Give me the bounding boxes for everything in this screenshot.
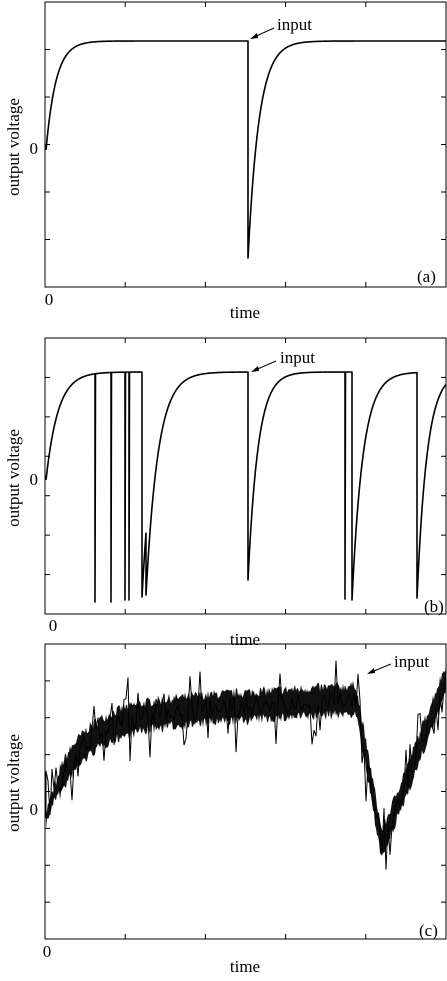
panel-label: (a) xyxy=(417,267,436,286)
y-tick-label: 0 xyxy=(30,139,39,158)
series-line xyxy=(45,660,447,870)
x-axis-label: time xyxy=(230,630,260,649)
series-line xyxy=(45,40,446,259)
x-tick-label: 0 xyxy=(43,942,52,961)
annotation-text: input xyxy=(394,652,429,671)
y-axis-label: output voltage xyxy=(4,429,23,527)
tick-marks xyxy=(45,2,446,287)
input-annotation: input xyxy=(250,15,312,39)
panel-c: 0 0 time output voltage input (c) xyxy=(4,643,447,976)
y-tick-label: 0 xyxy=(30,800,39,819)
annotation-arrowhead xyxy=(250,33,258,39)
x-tick-label: 0 xyxy=(49,616,58,635)
plot-frame xyxy=(44,337,447,615)
y-axis-label: output voltage xyxy=(4,98,23,196)
annotation-arrowhead xyxy=(251,366,259,372)
plot-frame xyxy=(44,1,447,288)
annotation-text: input xyxy=(277,15,312,34)
series-noise-band xyxy=(46,663,446,856)
x-axis-label: time xyxy=(230,303,260,322)
annotation-arrowhead xyxy=(367,668,375,674)
x-axis-label: time xyxy=(230,957,260,976)
plot-frame xyxy=(44,643,447,940)
y-tick-label: 0 xyxy=(30,470,39,489)
panel-label: (c) xyxy=(419,921,438,940)
annotation-text: input xyxy=(280,348,315,367)
y-axis-label: output voltage xyxy=(4,734,23,832)
panel-b: 0 0 time output voltage input (b) xyxy=(4,337,447,649)
panel-a: 0 0 time output voltage input (a) xyxy=(4,1,447,322)
series-line xyxy=(45,371,447,603)
input-annotation: input xyxy=(367,652,429,674)
tick-marks xyxy=(45,644,446,939)
x-tick-label: 0 xyxy=(45,290,54,309)
tick-marks xyxy=(45,338,446,614)
input-annotation: input xyxy=(251,348,315,372)
panel-label: (b) xyxy=(424,597,444,616)
